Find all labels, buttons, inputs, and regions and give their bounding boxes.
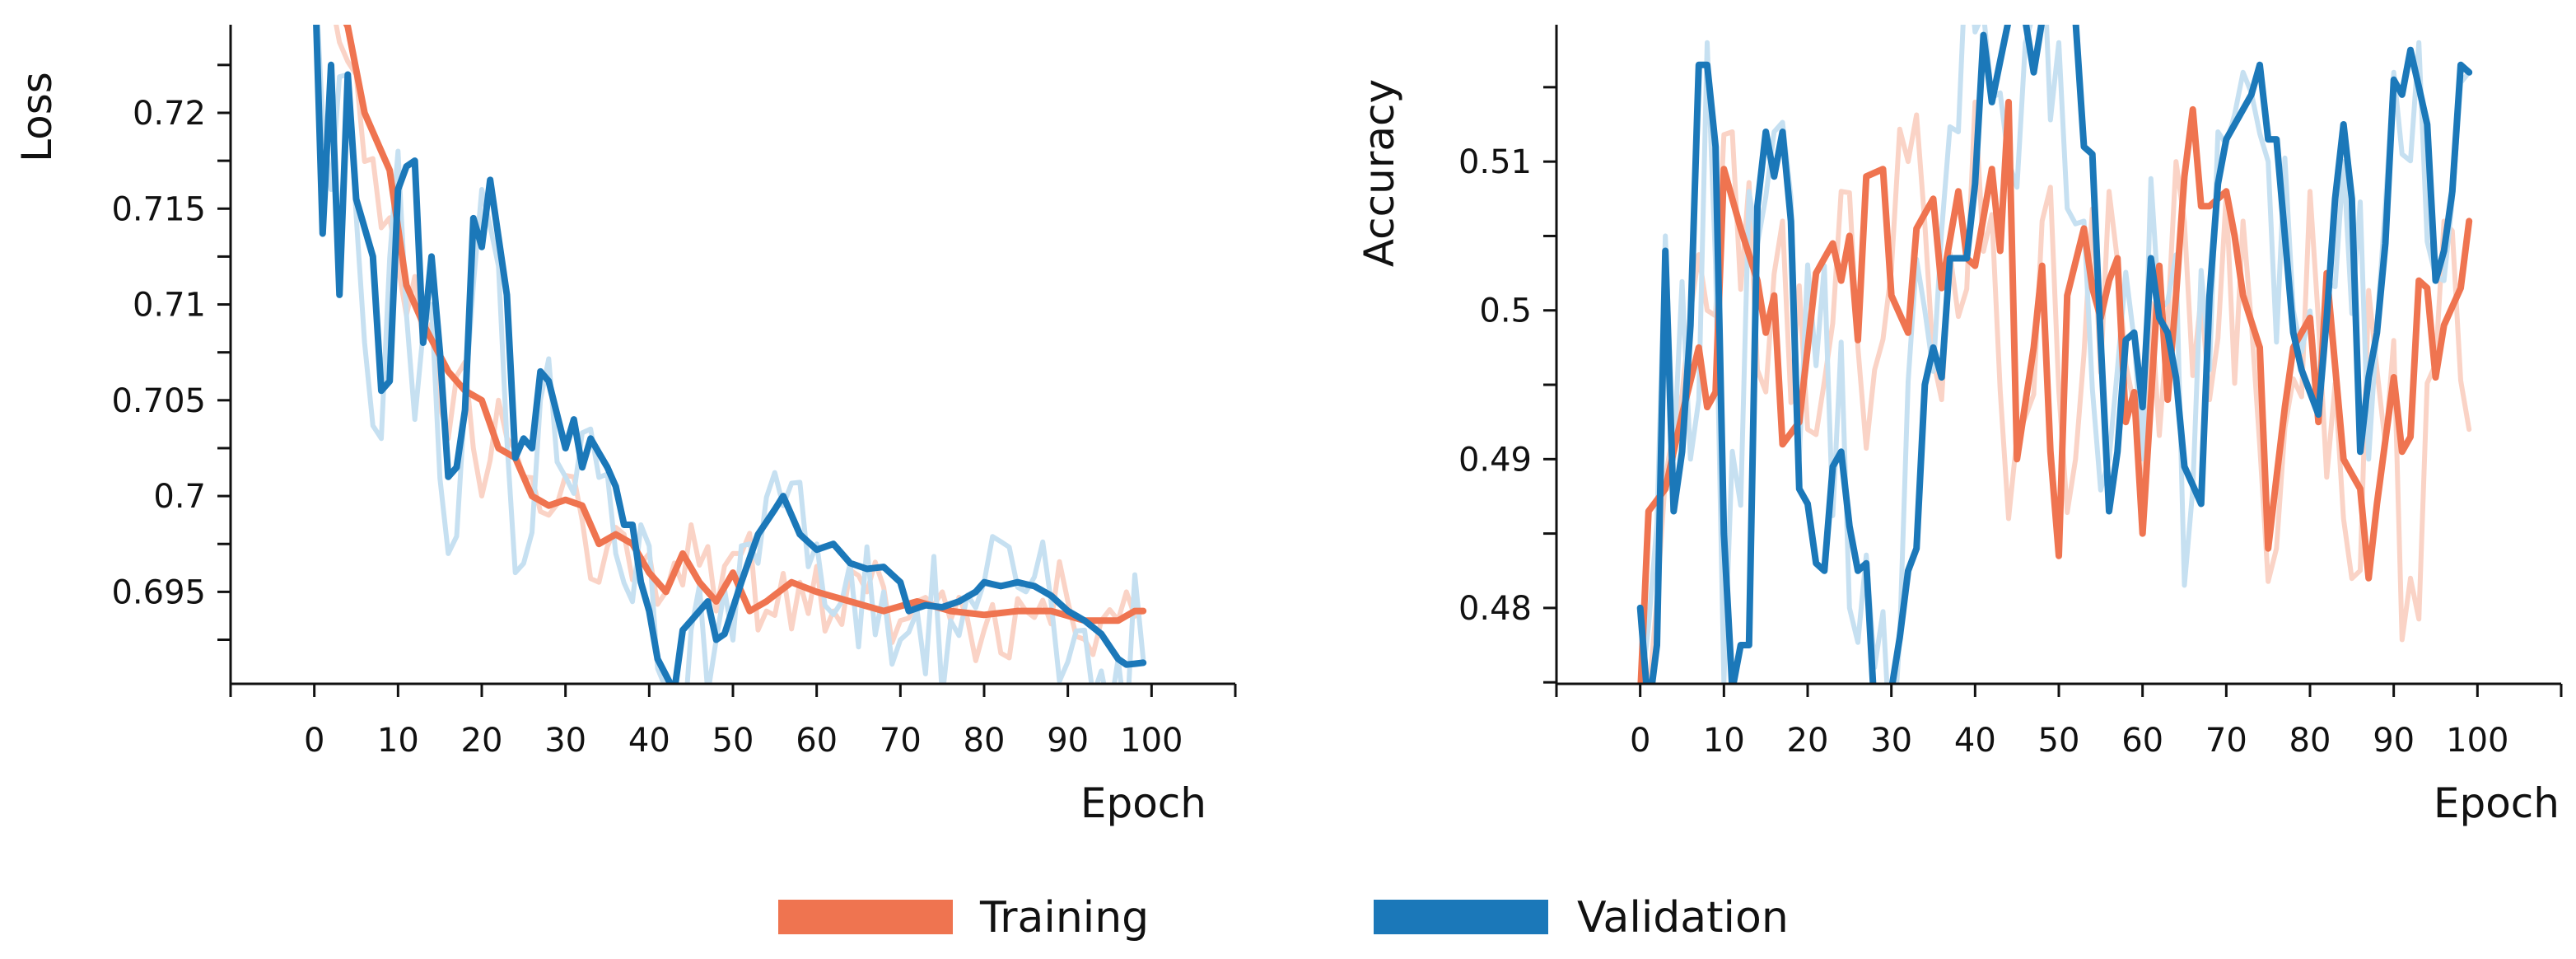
accuracy-y-tick-label: 0.49 [1458,441,1532,479]
loss-x-tick-label: 20 [461,722,503,760]
accuracy-y-tick-label: 0.48 [1458,590,1532,628]
accuracy-validation-smoothed-line [1636,25,2473,684]
legend-label-training: Training [979,893,1149,943]
accuracy-x-tick-label: 100 [2446,722,2508,760]
loss-validation-smoothed-line [313,25,1147,684]
loss-x-tick-label: 100 [1120,722,1183,760]
loss-y-tick-label: 0.705 [111,382,206,420]
accuracy-ticks: 0 10 20 30 40 50 60 70 80 90 100 0.48 0.49 0.5 0.51 [1458,86,2563,760]
accuracy-x-tick-label: 30 [1870,722,1912,760]
loss-y-tick-label: 0.715 [111,190,206,228]
accuracy-y-axis-title: Accuracy [1356,79,1403,267]
accuracy-series-layer [1636,25,2473,684]
loss-series-layer [313,25,1147,684]
loss-y-tick-label: 0.695 [111,573,206,611]
loss-x-tick-label: 10 [377,722,419,760]
loss-y-tick-label: 0.7 [153,478,206,516]
legend-swatch-training [778,900,953,934]
loss-training-smoothed-line [343,25,1147,625]
loss-x-tick-label: 40 [628,722,670,760]
loss-x-tick-label: 60 [796,722,838,760]
accuracy-x-tick-label: 0 [1630,722,1650,760]
loss-y-tick-label: 0.71 [133,287,206,325]
loss-x-tick-label: 80 [964,722,1006,760]
loss-ticks: 0 10 20 30 40 50 60 70 80 90 100 0.695 0.7 0.705 0.71 0… [111,63,1237,760]
loss-x-tick-label: 50 [712,722,754,760]
accuracy-training-raw-line [1647,99,2472,684]
accuracy-y-tick-label: 0.5 [1479,292,1532,330]
accuracy-x-tick-label: 90 [2373,722,2415,760]
accuracy-x-tick-label: 50 [2038,722,2080,760]
accuracy-y-tick-label: 0.51 [1458,143,1532,181]
loss-x-tick-label: 90 [1047,722,1089,760]
loss-x-tick-label: 30 [544,722,586,760]
loss-x-tick-label: 0 [304,722,324,760]
accuracy-training-smoothed-line [1637,98,2473,684]
legend-swatch-validation [1374,900,1548,934]
accuracy-x-axis-title: Epoch [2434,779,2560,827]
accuracy-x-tick-label: 70 [2205,722,2247,760]
loss-panel: 0 10 20 30 40 50 60 70 80 90 100 0.695 0.7 0.705 0.71 0… [13,25,1237,827]
loss-x-tick-label: 70 [880,722,922,760]
accuracy-x-tick-label: 40 [1954,722,1996,760]
legend-label-validation: Validation [1577,893,1789,943]
accuracy-x-tick-label: 20 [1787,722,1829,760]
accuracy-panel: 0 10 20 30 40 50 60 70 80 90 100 0.48 0.49 0.5 0.51 Ac… [1356,25,2563,827]
accuracy-x-tick-label: 60 [2121,722,2163,760]
accuracy-x-tick-label: 80 [2289,722,2331,760]
loss-y-axis-title: Loss [13,72,61,162]
accuracy-x-tick-label: 10 [1703,722,1745,760]
loss-training-raw-line [334,25,1146,663]
loss-x-axis-title: Epoch [1080,779,1206,827]
legend: Training Validation [778,893,1789,943]
loss-y-tick-label: 0.72 [133,95,206,133]
